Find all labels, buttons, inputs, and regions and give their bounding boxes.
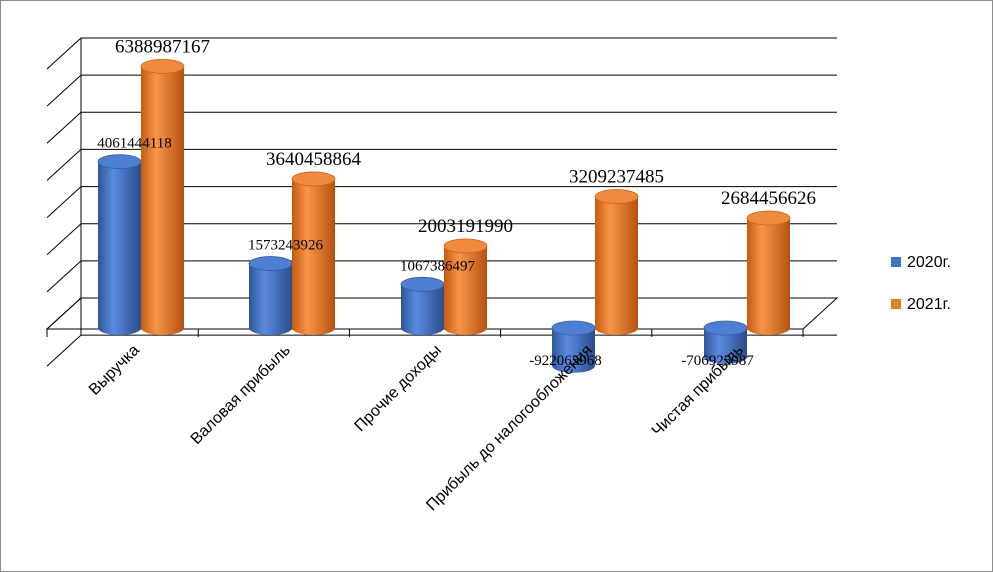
legend-swatch-1 <box>891 299 901 309</box>
bar-2020-4 <box>703 320 748 364</box>
category-label: Прочие доходы <box>352 342 445 435</box>
data-label: 6388987167 <box>115 36 210 57</box>
bars-layer <box>97 58 791 373</box>
data-label: 3640458864 <box>266 149 362 170</box>
data-label: -706925987 <box>681 353 754 369</box>
bar-2020-1 <box>248 256 293 335</box>
cylinder-body <box>98 161 141 335</box>
gridline-side <box>46 149 82 181</box>
data-label: 2003191990 <box>418 216 513 237</box>
cylinder-body <box>141 66 184 336</box>
bar-2020-3 <box>551 320 596 373</box>
cylinder-top <box>703 320 748 336</box>
bar-2021-1 <box>291 171 336 335</box>
cylinder-body <box>249 263 292 335</box>
data-label: 2684456626 <box>721 188 816 209</box>
cylinder-body <box>552 328 595 373</box>
gridline-side <box>46 334 82 367</box>
data-label: 4061444118 <box>97 136 171 152</box>
cylinder-top <box>551 320 596 336</box>
cylinder-top <box>97 154 142 170</box>
data-label: -922065968 <box>529 353 602 369</box>
category-label: Выручка <box>86 342 143 399</box>
gridline-side <box>46 37 82 70</box>
gridline-side <box>46 260 82 293</box>
cylinder-top <box>400 276 445 292</box>
cylinder-top <box>291 171 336 187</box>
bar-2021-2 <box>443 238 488 335</box>
cylinder-body <box>444 245 487 335</box>
data-label: 1067386497 <box>400 258 476 274</box>
bar-2020-0 <box>97 154 142 335</box>
cylinder-top <box>594 189 639 204</box>
category-label: Прибыль до налогообложения <box>423 342 596 515</box>
category-label: Валовая прибыль <box>188 342 294 448</box>
gridline-side <box>46 223 82 256</box>
bar-2021-0 <box>140 58 185 336</box>
bar-2021-3 <box>594 189 639 335</box>
data-label: 1573243926 <box>248 238 324 254</box>
cylinder-body <box>292 178 335 335</box>
legend-swatch-0 <box>891 257 901 267</box>
cylinder-top <box>746 210 791 226</box>
gridline-side <box>46 111 82 144</box>
gridline-side <box>46 186 82 218</box>
legend-label-1: 2021г. <box>907 296 951 313</box>
bar-2021-4 <box>746 210 791 335</box>
cylinder-top <box>443 238 488 254</box>
cylinder-body <box>747 218 790 335</box>
legend-label-0: 2020г. <box>907 254 951 271</box>
bar-2020-2 <box>400 276 445 335</box>
cylinder-body <box>595 196 638 335</box>
cylinder-body <box>704 328 747 364</box>
gridline-side <box>46 74 82 107</box>
legend: 2020г. 2021г. <box>891 254 951 313</box>
cylinder-top <box>140 58 185 74</box>
data-label: 3209237485 <box>569 167 664 188</box>
cylinder-top <box>248 256 293 271</box>
cylinder-body <box>401 284 444 335</box>
